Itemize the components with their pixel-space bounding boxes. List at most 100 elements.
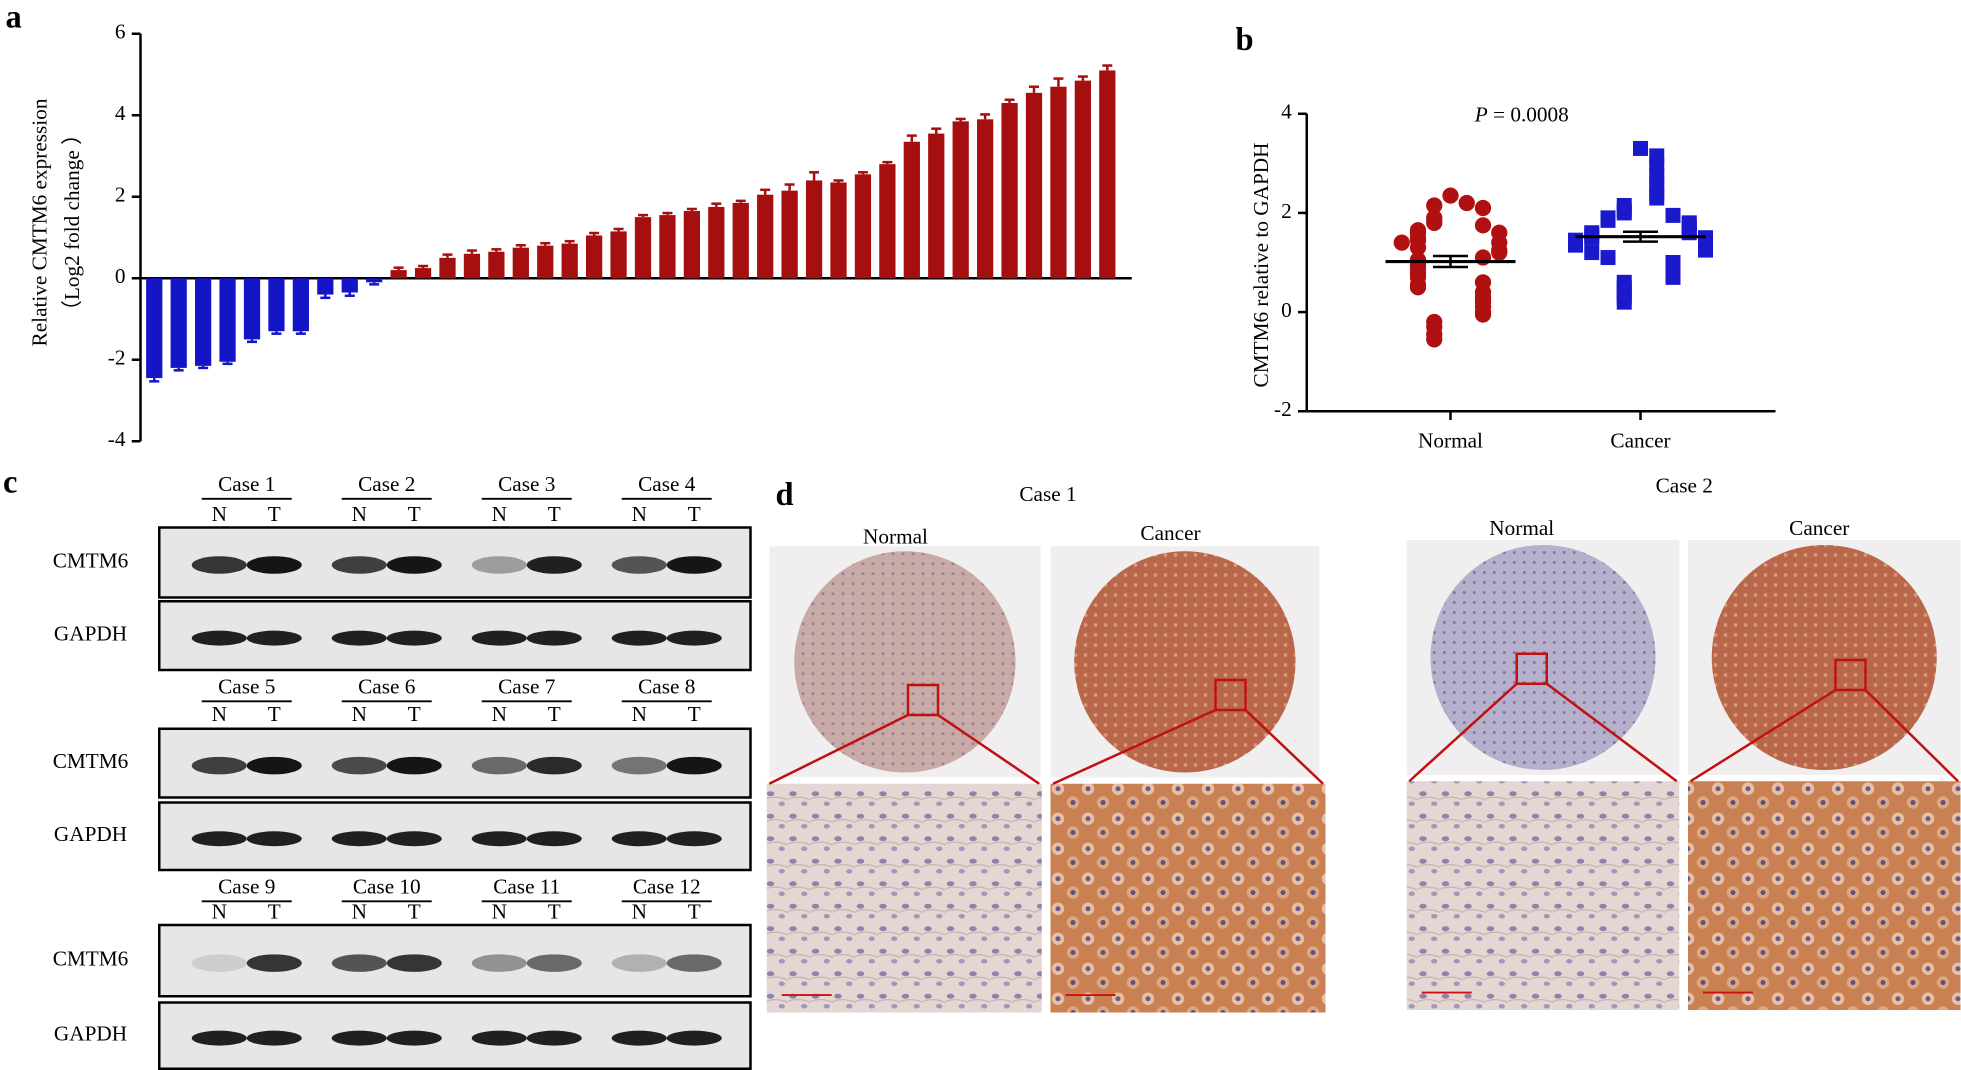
y-tick-label: 6 bbox=[115, 20, 126, 44]
error-bar bbox=[882, 160, 893, 165]
case-label: Case 11 bbox=[493, 875, 560, 899]
error-bar bbox=[1077, 75, 1088, 81]
band bbox=[526, 831, 582, 847]
band bbox=[471, 831, 527, 847]
lane-label: T bbox=[548, 900, 561, 924]
bar bbox=[1074, 80, 1091, 279]
band bbox=[611, 756, 667, 775]
error-bar bbox=[955, 117, 966, 122]
band bbox=[471, 556, 527, 574]
band bbox=[611, 831, 667, 847]
point bbox=[1474, 249, 1492, 266]
panel-label: a bbox=[6, 0, 22, 35]
bar bbox=[292, 278, 309, 332]
band bbox=[526, 630, 582, 646]
band bbox=[386, 630, 442, 646]
case-label: Case 2 bbox=[358, 472, 415, 496]
band bbox=[526, 756, 582, 775]
error-bar bbox=[760, 188, 771, 195]
error-bar bbox=[491, 248, 502, 252]
point bbox=[1426, 214, 1443, 231]
lane-label: T bbox=[408, 900, 421, 924]
band bbox=[666, 556, 722, 574]
bar bbox=[146, 278, 163, 379]
y-tick-label: 2 bbox=[1281, 199, 1292, 223]
error-bar bbox=[931, 127, 942, 134]
band bbox=[331, 556, 387, 574]
error-bar bbox=[564, 239, 575, 244]
zoom-line bbox=[1689, 688, 1837, 783]
case-label: Case 4 bbox=[638, 472, 696, 496]
band bbox=[331, 954, 387, 972]
band bbox=[386, 831, 442, 847]
error-bar bbox=[1102, 64, 1113, 71]
point bbox=[1458, 194, 1475, 212]
band bbox=[611, 630, 667, 646]
bar bbox=[879, 164, 896, 279]
bar bbox=[439, 257, 456, 279]
lane-label: N bbox=[212, 702, 227, 726]
case-label: Case 3 bbox=[498, 472, 555, 496]
zoom-image bbox=[1406, 781, 1680, 1010]
error-bar bbox=[198, 365, 209, 370]
band bbox=[471, 756, 527, 775]
tissue-core bbox=[794, 551, 1016, 773]
error-bar bbox=[784, 183, 795, 191]
bar bbox=[610, 231, 627, 279]
band bbox=[191, 630, 247, 646]
x-tick-label: Normal bbox=[1418, 428, 1483, 452]
bar bbox=[268, 278, 285, 332]
zoom-image bbox=[1688, 781, 1961, 1010]
y-tick-label: 0 bbox=[115, 264, 126, 288]
tissue-label: Cancer bbox=[1140, 521, 1200, 545]
protein-label: CMTM6 bbox=[53, 749, 129, 773]
error-bar bbox=[515, 243, 526, 248]
bar bbox=[757, 194, 774, 279]
protein-label: GAPDH bbox=[54, 622, 127, 646]
bar bbox=[781, 190, 798, 279]
zoom-line bbox=[1408, 682, 1518, 783]
bar bbox=[195, 278, 212, 366]
bar bbox=[512, 247, 529, 279]
zoom-line bbox=[1864, 689, 1959, 783]
error-bar bbox=[320, 294, 331, 300]
panel-label: c bbox=[3, 464, 17, 500]
error-bar bbox=[149, 378, 160, 383]
point bbox=[1568, 237, 1583, 253]
bar bbox=[977, 119, 994, 279]
bar bbox=[1001, 103, 1018, 279]
bar bbox=[708, 206, 725, 279]
error-bar bbox=[1028, 85, 1039, 93]
y-tick-label: 2 bbox=[115, 183, 126, 207]
error-bar bbox=[246, 339, 257, 344]
bar bbox=[537, 245, 554, 279]
case-label: Case 12 bbox=[633, 875, 701, 899]
lane-label: T bbox=[548, 502, 561, 526]
case-label: Case 10 bbox=[353, 875, 421, 899]
point bbox=[1426, 331, 1443, 348]
lane-label: N bbox=[632, 900, 647, 924]
zoom-line bbox=[1244, 709, 1324, 785]
error-bar bbox=[686, 207, 697, 212]
zoom-line bbox=[1546, 682, 1678, 783]
band bbox=[246, 831, 302, 847]
panel-label: b bbox=[1236, 22, 1254, 58]
lane-label: T bbox=[688, 900, 701, 924]
bar bbox=[586, 235, 603, 279]
band bbox=[471, 1030, 527, 1046]
error-bar bbox=[833, 179, 844, 183]
tissue-label: Normal bbox=[863, 525, 928, 549]
protein-label: CMTM6 bbox=[53, 548, 129, 572]
band bbox=[331, 831, 387, 847]
zoom-image bbox=[766, 783, 1042, 1013]
point bbox=[1491, 244, 1508, 261]
zoom-image bbox=[1050, 783, 1326, 1013]
zoom-line bbox=[937, 713, 1040, 785]
y-tick-label: -2 bbox=[108, 346, 126, 370]
point bbox=[1600, 212, 1616, 228]
error-bar bbox=[857, 171, 868, 175]
band bbox=[191, 756, 247, 775]
error-bar bbox=[1004, 98, 1015, 104]
bar bbox=[1099, 70, 1116, 279]
